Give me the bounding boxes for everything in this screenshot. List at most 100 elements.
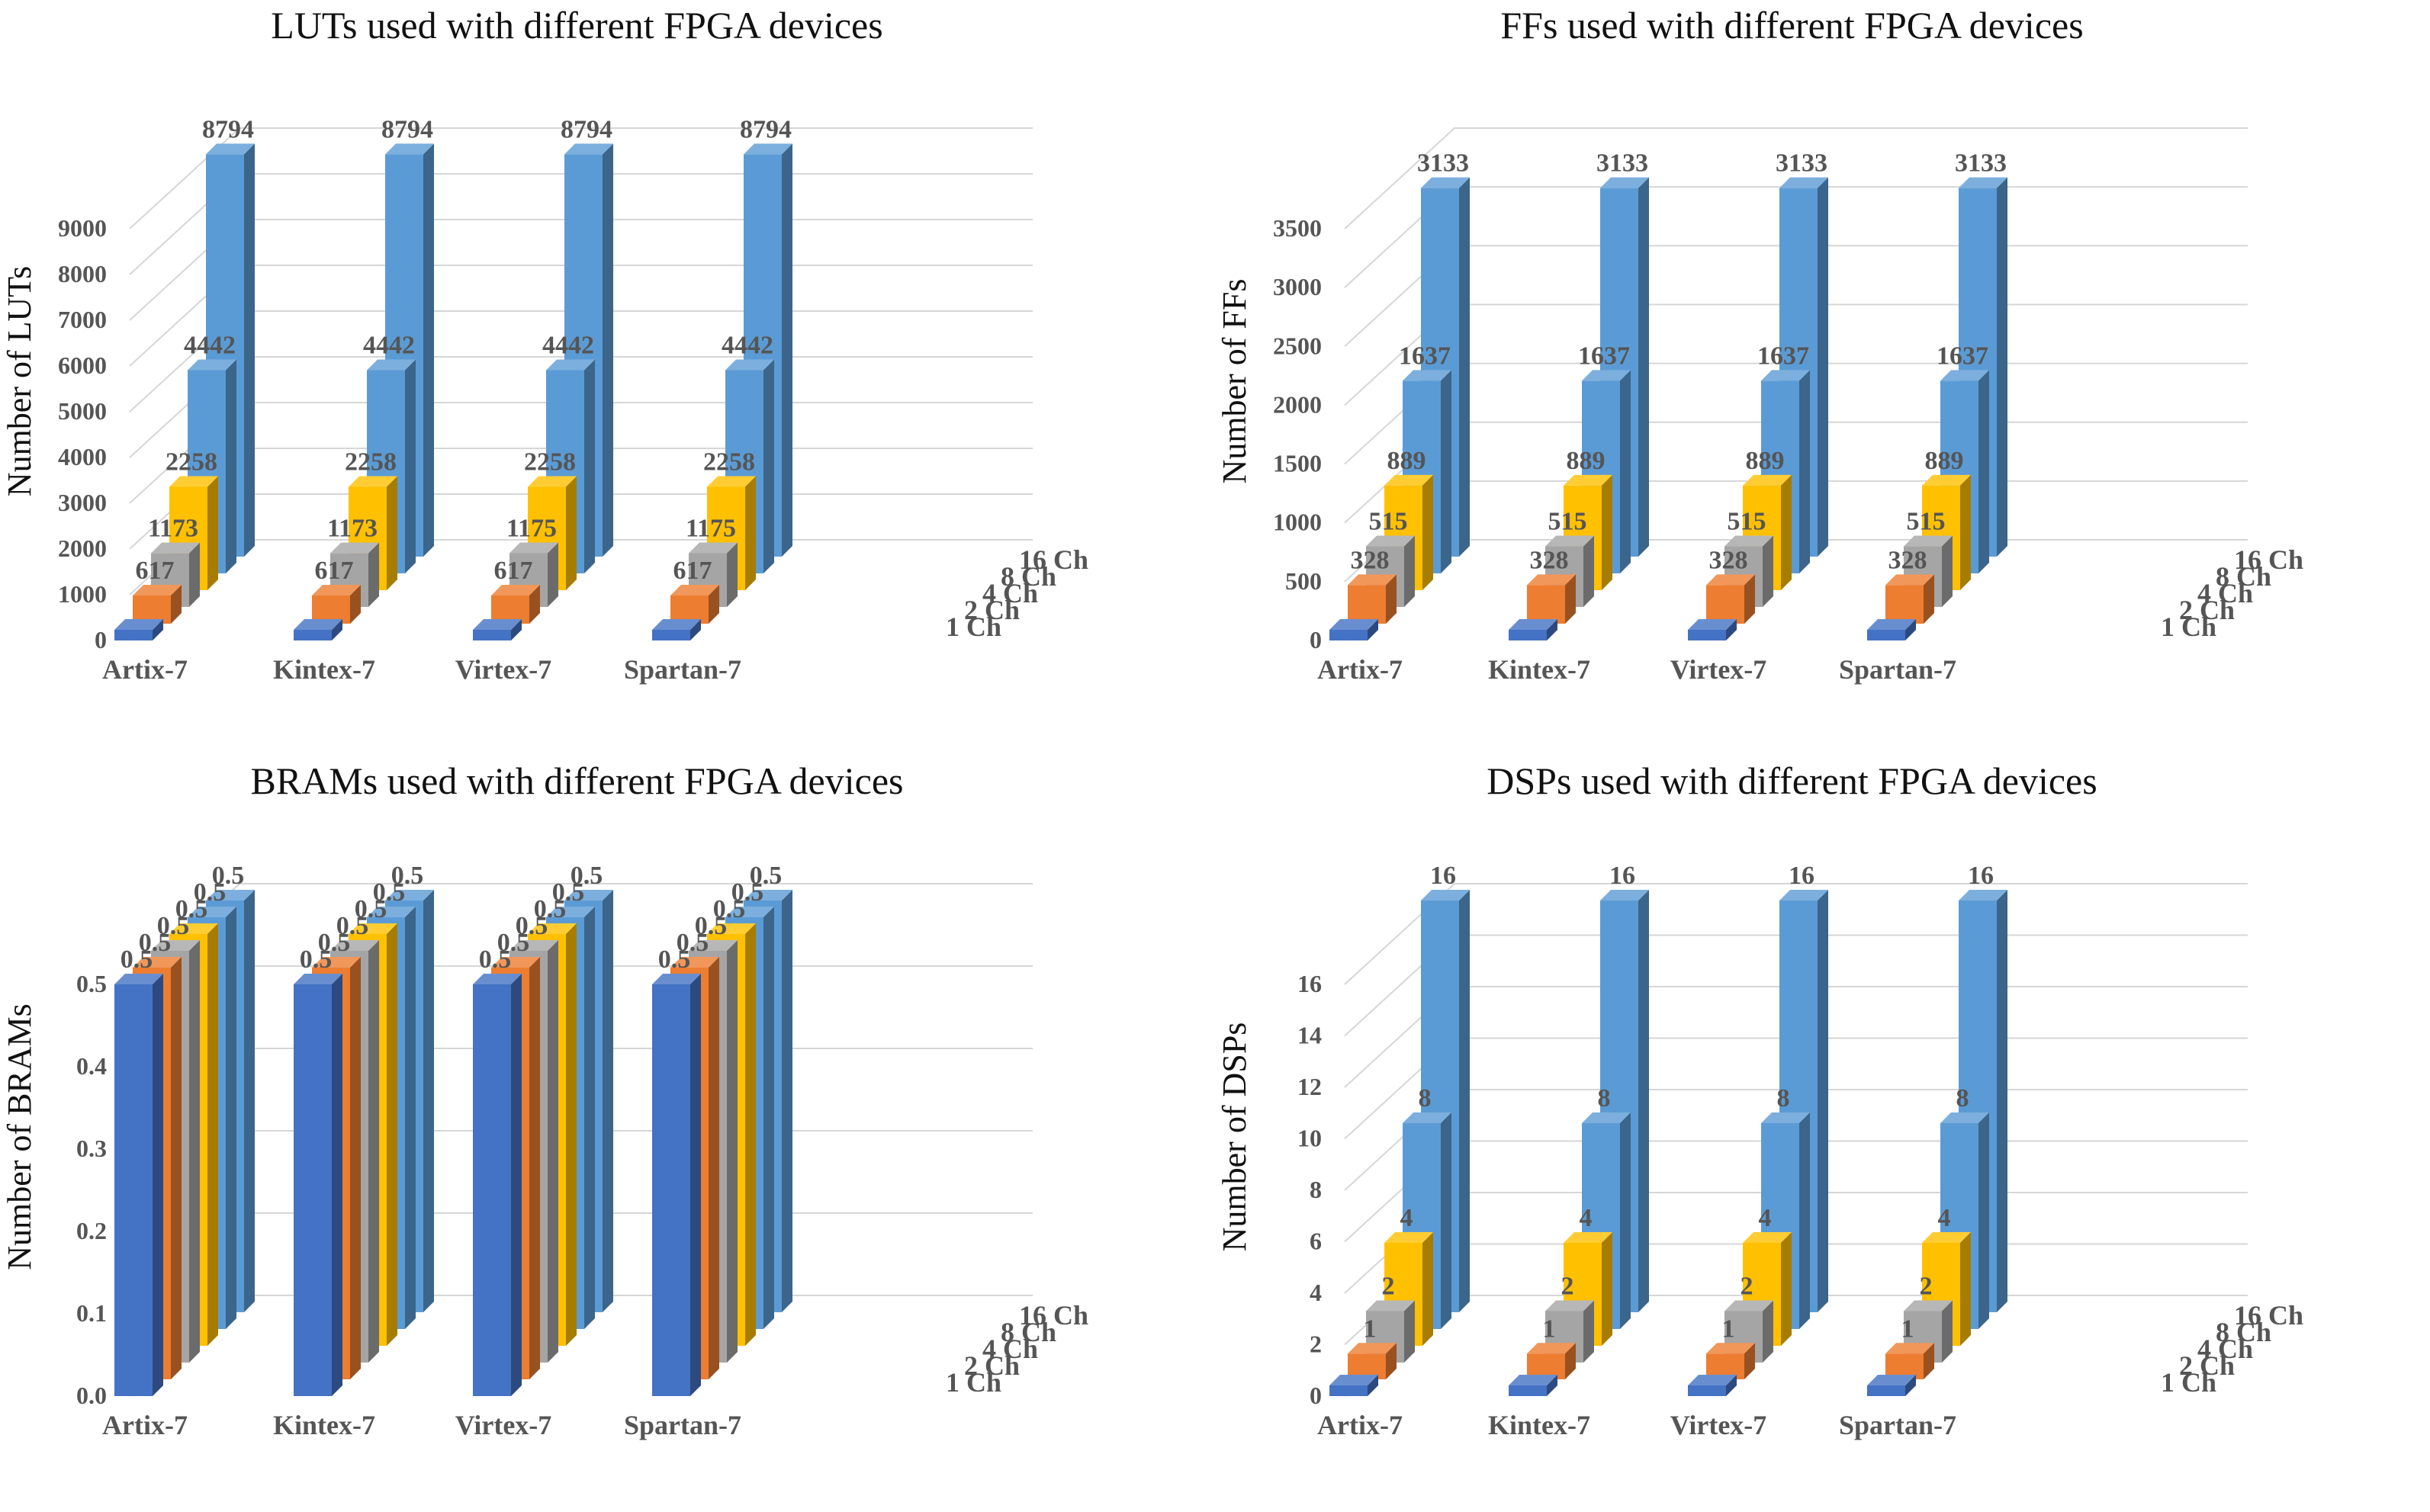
bar-front: [473, 630, 511, 640]
data-label: 0.5: [157, 912, 190, 940]
bar-top: [1724, 1300, 1773, 1311]
bar-side: [548, 542, 558, 607]
x-tick-label: Artix-7: [1317, 1410, 1403, 1440]
bar-front: [114, 984, 153, 1396]
x-tick-label: Artix-7: [1317, 654, 1403, 685]
data-label: 0.5: [516, 912, 548, 940]
bar-side: [1763, 1300, 1773, 1363]
gridline: [1344, 883, 2248, 985]
y-tick-label: 4: [1310, 1279, 1322, 1306]
y-tick-label: 6000: [58, 352, 107, 379]
series-label: 4 Ch: [982, 578, 1038, 608]
x-tick-label: Artix-7: [102, 654, 188, 685]
data-label: 0.5: [355, 895, 387, 923]
bar-top: [528, 476, 577, 487]
data-label: 0.5: [658, 945, 691, 974]
bar-side: [226, 359, 236, 573]
bar-front: [1867, 630, 1905, 640]
series-label: 2 Ch: [2179, 1350, 2235, 1381]
data-label: 2258: [345, 448, 397, 477]
bar-side: [1602, 1232, 1612, 1346]
bar-top: [1403, 370, 1451, 381]
y-tick-label: 16: [1297, 970, 1322, 997]
bar-side: [1422, 1232, 1433, 1346]
bar-front: [1688, 630, 1726, 640]
y-tick-label: 3000: [1273, 273, 1322, 300]
data-label: 0.5: [750, 862, 783, 890]
bar-side: [226, 907, 236, 1329]
bar-top: [473, 619, 522, 630]
series-label: 16 Ch: [2234, 1300, 2303, 1331]
y-tick-label: 12: [1297, 1073, 1322, 1100]
data-label: 4: [1400, 1204, 1413, 1232]
bar-side: [1726, 1375, 1737, 1396]
bar-side: [782, 890, 792, 1312]
bar: [1706, 574, 1755, 624]
bar: [1867, 619, 1916, 640]
bar-side: [1978, 1112, 1989, 1329]
bar-front: [1348, 585, 1386, 624]
bar-top: [1600, 890, 1649, 900]
bar-top: [1384, 1232, 1433, 1243]
bar: [133, 584, 182, 624]
data-label: 3133: [1955, 149, 2007, 178]
bar-side: [207, 923, 218, 1346]
bar: [652, 974, 701, 1396]
data-label: 4: [1759, 1204, 1772, 1232]
y-tick-label: 0.2: [76, 1217, 107, 1244]
bar-side: [1368, 619, 1378, 640]
bar-side: [1404, 535, 1415, 607]
bar-side: [727, 940, 738, 1363]
bar-top: [725, 907, 774, 917]
data-label: 4442: [184, 331, 236, 359]
bar-side: [153, 619, 163, 640]
x-tick-label: Virtex-7: [1670, 654, 1767, 685]
bar-top: [206, 143, 255, 155]
x-tick-label: Spartan-7: [624, 654, 741, 685]
data-label: 515: [1548, 508, 1587, 536]
bar-side: [566, 923, 577, 1346]
bar-front: [652, 630, 690, 640]
bar-side: [1960, 474, 1971, 590]
y-tick-label: 0.1: [76, 1299, 107, 1327]
y-tick-label: 1500: [1273, 450, 1322, 477]
bar-top: [1959, 890, 2007, 900]
bar-top: [367, 907, 416, 917]
bar-side: [1997, 890, 2007, 1312]
bar-top: [546, 359, 595, 371]
bar-top: [114, 619, 163, 630]
bar-top: [1582, 1112, 1631, 1123]
bar: [652, 619, 701, 640]
bar-top: [744, 143, 792, 155]
bar-side: [1422, 474, 1433, 590]
bar-top: [707, 476, 756, 487]
bar-side: [405, 359, 416, 573]
bar-top: [725, 359, 774, 371]
bar-top: [367, 359, 416, 371]
bar-top: [1366, 535, 1415, 547]
series-label: 16 Ch: [1019, 1300, 1088, 1331]
bar-top: [1743, 474, 1792, 486]
bar-top: [707, 923, 756, 934]
bar: [473, 974, 522, 1396]
series-label: 8 Ch: [2216, 1317, 2271, 1347]
bar-top: [473, 974, 522, 984]
y-tick-label: 0.5: [76, 970, 107, 997]
bar-top: [385, 890, 434, 900]
data-label: 4: [1938, 1204, 1951, 1232]
bar-top: [1922, 474, 1971, 486]
bar-side: [171, 584, 182, 624]
bar-top: [1545, 535, 1594, 547]
bar-top: [1922, 1232, 1971, 1243]
series-label: 16 Ch: [1019, 544, 1088, 575]
bar: [1329, 1375, 1378, 1396]
x-tick-label: Spartan-7: [1839, 654, 1956, 685]
bar-side: [1459, 890, 1470, 1312]
y-tick-label: 14: [1297, 1022, 1322, 1049]
series-label: 8 Ch: [1001, 561, 1056, 592]
data-label: 1637: [1578, 342, 1630, 370]
y-tick-label: 3000: [58, 489, 107, 516]
bar-front: [1329, 630, 1368, 640]
bar-side: [423, 143, 434, 557]
bar-top: [1688, 619, 1737, 630]
